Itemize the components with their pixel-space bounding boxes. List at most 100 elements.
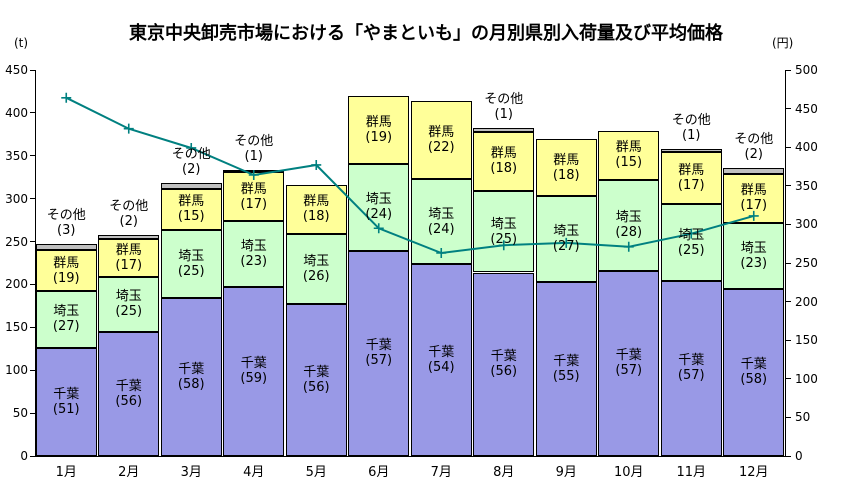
segment-label-name: その他	[671, 112, 711, 128]
right-axis-tick-label: 100	[795, 371, 818, 386]
segment-label-name: 埼玉	[303, 253, 330, 269]
segment-label-name: 群馬	[178, 194, 205, 210]
segment-label-name: 埼玉	[178, 248, 205, 264]
segment-label-share: (17)	[240, 196, 268, 212]
segment-label-gunma: 群馬 (15)	[598, 140, 659, 170]
bar-segment-chiba	[223, 286, 285, 456]
segment-label-share: (19)	[365, 129, 393, 145]
right-axis-tick-label: 150	[795, 333, 818, 348]
left-axis-tick	[30, 412, 35, 414]
segment-label-share: (57)	[677, 368, 705, 384]
segment-label-share: (57)	[365, 353, 393, 369]
right-axis-tick	[786, 223, 791, 225]
segment-label-saitama: 埼玉 (27)	[36, 304, 97, 334]
segment-label-chiba: 千葉 (57)	[348, 338, 409, 368]
other-segment-label: その他 (2)	[86, 199, 171, 229]
left-axis-tick-label: 250	[5, 234, 28, 249]
segment-label-name: その他	[734, 131, 774, 147]
segment-label-name: 千葉	[240, 356, 267, 372]
segment-label-name: 千葉	[428, 345, 455, 361]
segment-label-name: 埼玉	[615, 210, 642, 226]
segment-label-name: 千葉	[115, 379, 142, 395]
segment-label-name: 埼玉	[240, 239, 267, 255]
segment-label-share: (17)	[115, 257, 143, 273]
segment-label-name: その他	[484, 92, 524, 108]
left-axis-tick	[30, 112, 35, 114]
segment-label-share: (25)	[490, 231, 518, 247]
segment-label-name: その他	[109, 198, 149, 214]
bar-segment-chiba	[35, 347, 97, 456]
segment-label-share: (23)	[240, 254, 268, 270]
segment-label-gunma: 群馬 (17)	[723, 183, 784, 213]
segment-label-name: 千葉	[740, 357, 767, 373]
left-axis-unit: (t)	[14, 36, 29, 50]
x-axis-label: 4月	[243, 465, 265, 480]
segment-label-share: (25)	[677, 242, 705, 258]
x-axis-label: 8月	[493, 465, 515, 480]
segment-label-name: 群馬	[365, 114, 392, 130]
left-axis-tick	[30, 155, 35, 157]
chart-title: 東京中央卸売市場における「やまといも」の月別県別入荷量及び平均価格	[129, 23, 723, 44]
right-axis-tick	[786, 378, 791, 380]
segment-label-share: (55)	[552, 368, 580, 384]
segment-label-name: 千葉	[365, 338, 392, 354]
segment-label-share: (2)	[744, 146, 763, 162]
segment-label-share: (24)	[427, 221, 455, 237]
bar-segment-chiba	[348, 250, 410, 456]
right-axis-tick	[786, 301, 791, 303]
segment-label-share: (57)	[615, 363, 643, 379]
segment-label-name: 埼玉	[428, 206, 455, 222]
bar-segment-saitama	[98, 276, 160, 333]
segment-label-chiba: 千葉 (55)	[536, 354, 597, 384]
segment-label-share: (2)	[119, 213, 138, 229]
segment-label-share: (58)	[740, 372, 768, 388]
segment-label-chiba: 千葉 (58)	[161, 362, 222, 392]
right-axis-tick	[786, 108, 791, 110]
x-axis-label: 9月	[555, 465, 577, 480]
segment-label-gunma: 群馬 (22)	[411, 125, 472, 155]
left-axis-tick-label: 350	[5, 148, 28, 163]
segment-label-gunma: 群馬 (19)	[36, 256, 97, 286]
segment-label-chiba: 千葉 (57)	[661, 353, 722, 383]
right-axis-tick-label: 400	[795, 140, 818, 155]
right-axis-tick	[786, 339, 791, 341]
segment-label-saitama: 埼玉 (23)	[723, 241, 784, 271]
segment-label-name: 埼玉	[53, 304, 80, 320]
segment-label-name: 千葉	[53, 386, 80, 402]
segment-label-share: (17)	[677, 178, 705, 194]
x-axis-label: 2月	[118, 465, 140, 480]
right-axis-tick	[786, 69, 791, 71]
segment-label-share: (23)	[740, 255, 768, 271]
segment-label-name: 千葉	[553, 353, 580, 369]
segment-label-share: (3)	[57, 223, 76, 239]
segment-label-name: 千葉	[490, 349, 517, 365]
segment-label-share: (2)	[182, 162, 201, 178]
segment-label-share: (17)	[740, 198, 768, 214]
left-axis-tick-label: 450	[5, 63, 28, 77]
segment-label-name: 埼玉	[115, 289, 142, 305]
segment-label-share: (56)	[302, 380, 330, 396]
left-axis-line	[35, 70, 36, 457]
segment-label-name: 群馬	[115, 242, 142, 258]
left-axis-tick-label: 0	[20, 449, 28, 463]
segment-label-name: 埼玉	[740, 240, 767, 256]
segment-label-saitama: 埼玉 (25)	[98, 289, 159, 319]
segment-label-chiba: 千葉 (56)	[473, 349, 534, 379]
bar-segment-chiba	[473, 272, 535, 456]
bar-segment-other	[473, 128, 535, 132]
other-segment-label: その他 (3)	[24, 208, 109, 238]
bar-segment-chiba	[285, 304, 347, 456]
left-axis-tick-label: 300	[5, 191, 28, 206]
segment-label-share: (15)	[177, 209, 205, 225]
bar-segment-chiba	[723, 288, 785, 456]
segment-label-name: 千葉	[615, 348, 642, 364]
segment-label-saitama: 埼玉 (26)	[286, 254, 347, 284]
right-axis-tick	[786, 262, 791, 264]
bar-segment-chiba	[160, 297, 222, 456]
right-axis-tick-label: 250	[795, 256, 818, 270]
x-axis-label: 6月	[368, 465, 390, 480]
segment-label-share: (26)	[302, 268, 330, 284]
left-axis-tick	[30, 326, 35, 328]
right-axis-tick	[786, 455, 791, 457]
segment-label-name: 群馬	[553, 152, 580, 168]
